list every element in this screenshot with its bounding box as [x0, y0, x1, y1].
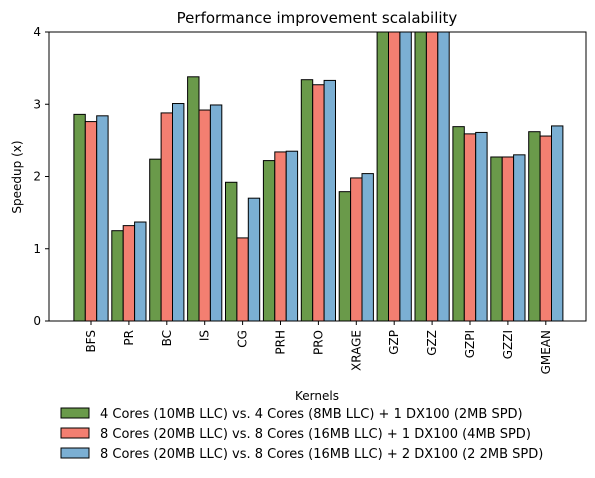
bar: [300, 79, 314, 321]
bar: [236, 237, 249, 321]
legend-swatch: [60, 407, 90, 419]
legend-swatch: [60, 427, 90, 439]
bar: [388, 32, 401, 321]
bar: [475, 131, 488, 321]
bar: [463, 133, 477, 321]
bar: [198, 109, 211, 321]
bar: [187, 76, 200, 321]
bar: [134, 221, 147, 321]
bar: [551, 125, 564, 321]
bar: [425, 32, 439, 321]
bars: [73, 32, 564, 321]
legend-entry: 8 Cores (20MB LLC) vs. 8 Cores (16MB LLC…: [100, 427, 531, 442]
bar: [437, 32, 450, 321]
bar: [285, 150, 299, 321]
bar: [111, 230, 124, 321]
x-tick-label: BFS: [84, 330, 98, 353]
bar: [490, 156, 503, 321]
x-tick-label: GZZ: [425, 330, 439, 356]
x-tick-label: GZPI: [463, 330, 477, 358]
x-tick-label: IS: [198, 330, 212, 341]
bar: [262, 160, 276, 321]
bar: [172, 103, 185, 321]
y-tick-label: 4: [33, 25, 41, 39]
bar: [160, 112, 174, 321]
bar: [528, 131, 541, 321]
bar: [149, 158, 162, 321]
bar: [323, 79, 337, 321]
plot-area: 0 1 2 3 4 BFS PR BC IS CG PRH PRO XRAGE GZP GZZ GZPI GZZ…: [33, 25, 587, 374]
bar: [539, 135, 552, 321]
bar: [376, 32, 390, 321]
bar: [73, 113, 86, 321]
bar: [399, 32, 412, 321]
chart-title: Performance improvement scalability: [177, 9, 458, 27]
bar: [225, 181, 238, 321]
bar: [247, 197, 261, 321]
x-axis-label: Kernels: [295, 389, 339, 403]
legend-entry: 8 Cores (20MB LLC) vs. 8 Cores (16MB LLC…: [100, 447, 543, 462]
bar: [122, 225, 136, 321]
y-tick-label: 1: [33, 242, 41, 256]
y-tick-label: 2: [33, 170, 41, 184]
bar: [361, 173, 374, 321]
x-tick-label: PR: [122, 330, 136, 346]
bar: [338, 191, 352, 321]
x-tick-label: GZP: [387, 330, 401, 355]
x-tick-label: BC: [160, 330, 174, 346]
y-axis-label: Speedup (x): [10, 140, 24, 213]
bar: [452, 126, 465, 321]
y-tick-label: 0: [33, 314, 41, 328]
x-tick-label: PRO: [311, 330, 325, 355]
x-tick-label: XRAGE: [349, 330, 363, 371]
x-tick-label: CG: [236, 330, 250, 348]
x-tick-label: PRH: [274, 330, 288, 355]
legend-entry: 4 Cores (10MB LLC) vs. 4 Cores (8MB LLC)…: [100, 407, 523, 422]
bar: [513, 154, 526, 321]
x-tick-label: GMEAN: [539, 330, 553, 374]
legend: 4 Cores (10MB LLC) vs. 4 Cores (8MB LLC)…: [60, 407, 543, 462]
legend-swatch: [60, 447, 90, 459]
bar: [96, 115, 109, 321]
x-tick-label: GZZI: [501, 330, 515, 359]
bar: [274, 151, 287, 321]
bar: [501, 156, 515, 321]
bar: [414, 32, 427, 321]
bar: [312, 84, 325, 321]
bar: [209, 104, 223, 321]
bar: [350, 177, 363, 321]
y-tick-label: 3: [33, 97, 41, 111]
bar: [84, 121, 98, 321]
